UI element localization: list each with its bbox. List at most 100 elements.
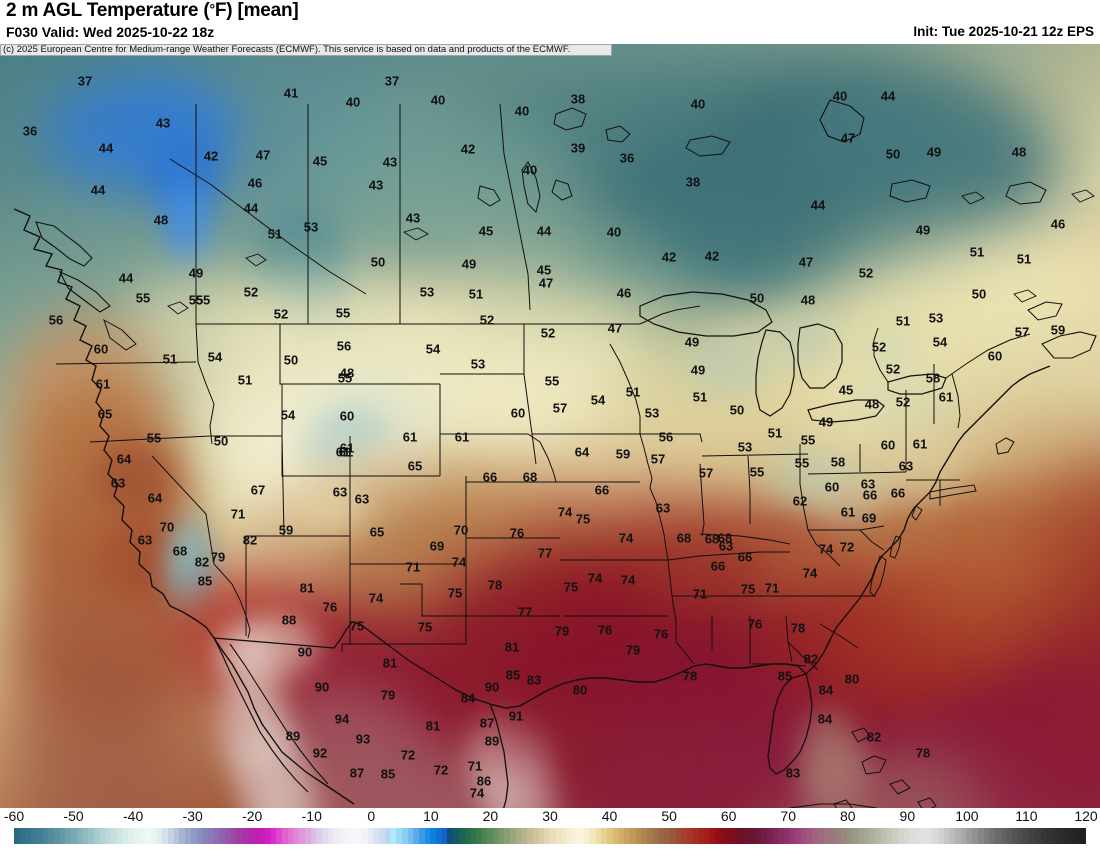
temperature-label: 77	[537, 545, 553, 561]
temperature-label: 74	[469, 785, 485, 801]
temperature-label: 44	[880, 88, 896, 104]
temperature-label: 55	[544, 373, 560, 389]
temperature-label: 61	[938, 389, 954, 405]
temperature-label: 68	[522, 469, 538, 485]
temperature-label: 53	[737, 439, 753, 455]
temperature-label: 52	[858, 265, 874, 281]
temperature-label: 57	[552, 400, 568, 416]
temperature-label: 85	[197, 573, 213, 589]
temperature-label: 49	[684, 334, 700, 350]
temperature-label: 48	[339, 365, 355, 381]
temperature-label: 47	[255, 147, 271, 163]
temperature-label: 85	[380, 766, 396, 782]
map-header: 2 m AGL Temperature (°F) [mean] F030 Val…	[0, 0, 1100, 44]
temperature-label: 36	[22, 123, 38, 139]
temperature-label: 81	[504, 639, 520, 655]
temperature-label: 57	[650, 451, 666, 467]
init-time-label: Init: Tue 2025-10-21 12z EPS	[913, 24, 1094, 39]
temperature-label: 61	[912, 436, 928, 452]
temperature-label: 49	[461, 256, 477, 272]
colorbar-tick: 60	[720, 808, 737, 824]
temperature-label: 55	[335, 305, 351, 321]
temperature-label: 53	[470, 356, 486, 372]
temperature-label: 81	[382, 655, 398, 671]
temperature-label: 47	[607, 320, 623, 336]
temperature-label: 63	[110, 475, 126, 491]
temperature-label: 68	[704, 531, 720, 547]
temperature-label: 74	[818, 541, 834, 557]
temperature-label: 57	[1014, 324, 1030, 340]
temperature-label: 74	[557, 504, 573, 520]
colorbar-tick: 20	[482, 808, 499, 824]
temperature-label: 90	[314, 679, 330, 695]
temperature-label: 49	[915, 222, 931, 238]
temperature-label: 76	[653, 626, 669, 642]
temperature-label: 48	[1011, 144, 1027, 160]
temperature-label: 43	[405, 210, 421, 226]
temperature-label: 72	[839, 539, 855, 555]
temperature-label: 68	[676, 530, 692, 546]
temperature-label: 60	[510, 405, 526, 421]
temperature-label: 56	[658, 429, 674, 445]
colorbar-tick: 70	[780, 808, 797, 824]
temperature-label: 51	[468, 286, 484, 302]
temperature-label: 76	[509, 525, 525, 541]
temperature-label: 50	[971, 286, 987, 302]
temperature-label: 44	[810, 197, 826, 213]
temperature-label: 40	[430, 92, 446, 108]
temperature-label: 37	[77, 73, 93, 89]
degree-symbol: °	[209, 1, 215, 17]
temperature-label: 81	[425, 718, 441, 734]
colorbar[interactable]: -60 -50 -40 -30 -20 -10 0 10 20 30 40 50 60 70 80 90 100…	[0, 808, 1100, 850]
temperature-label: 52	[871, 339, 887, 355]
temperature-label: 82	[242, 532, 258, 548]
temperature-label: 90	[484, 679, 500, 695]
temperature-label: 83	[785, 765, 801, 781]
temperature-label: 46	[1050, 216, 1066, 232]
temperature-label: 82	[194, 554, 210, 570]
temperature-label: 61	[338, 444, 354, 460]
temperature-label: 44	[536, 223, 552, 239]
temperature-label: 55	[146, 430, 162, 446]
temperature-label: 37	[384, 73, 400, 89]
temperature-label: 94	[334, 711, 350, 727]
temperature-label: 58	[925, 370, 941, 386]
temperature-label: 59	[1050, 322, 1066, 338]
temperature-label: 64	[147, 490, 163, 506]
temperature-label: 48	[800, 292, 816, 308]
temperature-label: 69	[429, 538, 445, 554]
temperature-label: 71	[405, 559, 421, 575]
temperature-label: 80	[844, 671, 860, 687]
temperature-label: 44	[243, 200, 259, 216]
temperature-label: 71	[692, 586, 708, 602]
temperature-label: 61	[339, 440, 355, 456]
title-main: 2 m AGL Temperature (	[6, 0, 210, 21]
temperature-label: 67	[250, 482, 266, 498]
page-title: 2 m AGL Temperature (°F) [mean]	[6, 0, 299, 22]
temperature-label: 79	[380, 687, 396, 703]
temperature-label: 51	[895, 313, 911, 329]
colorbar-tick: 0	[367, 808, 376, 824]
temperature-label: 52	[885, 361, 901, 377]
temperature-label: 78	[682, 668, 698, 684]
temperature-label: 92	[312, 745, 328, 761]
temperature-label: 55	[188, 292, 204, 308]
temperature-label: 71	[230, 506, 246, 522]
temperature-label: 42	[661, 249, 677, 265]
temperature-label: 74	[618, 530, 634, 546]
colorbar-tick: -50	[63, 808, 84, 824]
temperature-label: 82	[803, 651, 819, 667]
temperature-label: 60	[987, 348, 1003, 364]
temperature-label: 47	[840, 130, 856, 146]
temperature-label: 62	[792, 493, 808, 509]
temperature-label: 51	[767, 425, 783, 441]
temperature-label: 44	[118, 270, 134, 286]
temperature-map[interactable]: 36 44 44 37 43 42 47 46 44 48 51 41 45 53 40 37 43 43 43 40…	[0, 44, 1100, 808]
temperature-label: 59	[615, 446, 631, 462]
temperature-label: 65	[407, 458, 423, 474]
temperature-label: 50	[283, 352, 299, 368]
temperature-label: 52	[273, 306, 289, 322]
temperature-label: 41	[283, 85, 299, 101]
temperature-label: 40	[514, 103, 530, 119]
temperature-label: 86	[476, 773, 492, 789]
